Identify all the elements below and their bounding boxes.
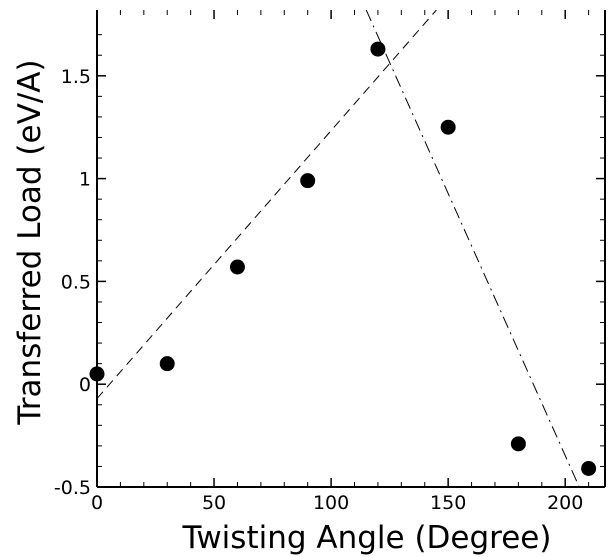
y-axis-ticks: -0.5 0 0.5 1 1.5 [54, 34, 605, 499]
y-tick-label: 1.5 [61, 66, 91, 88]
x-axis-title: Twisting Angle (Degree) [182, 520, 552, 556]
y-tick-label: -0.5 [54, 477, 91, 499]
data-point [370, 41, 386, 57]
y-tick-label: 0 [79, 374, 91, 396]
x-tick-label: 100 [313, 492, 349, 514]
data-point [440, 119, 456, 135]
rising-fit-line [97, 10, 437, 399]
plot-area [96, 10, 606, 488]
falling-fit-line [365, 10, 580, 487]
y-tick-label: 0.5 [61, 271, 91, 293]
data-point [300, 173, 316, 189]
data-points [89, 41, 597, 476]
x-axis-ticks: 0 50 100 150 200 [91, 10, 590, 514]
y-axis-title: Transferred Load (eV/A) [12, 59, 48, 425]
x-tick-label: 0 [91, 492, 103, 514]
data-point [581, 460, 597, 476]
fit-lines [97, 10, 580, 487]
x-tick-label: 50 [202, 492, 226, 514]
x-tick-label: 150 [430, 492, 466, 514]
data-point [159, 356, 175, 372]
data-point [510, 436, 526, 452]
data-point [89, 366, 105, 382]
y-tick-label: 1 [79, 169, 91, 191]
x-tick-label: 200 [547, 492, 583, 514]
data-point [229, 259, 245, 275]
